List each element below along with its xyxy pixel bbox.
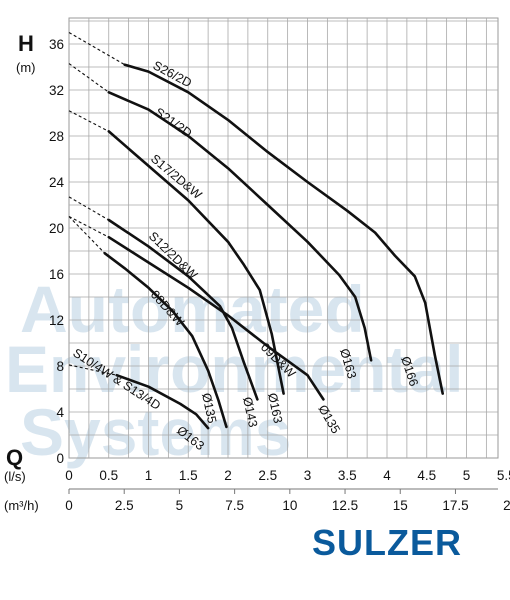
axes: 0 4 8 12 16 20 24 28 32 36 H (m) Q(l/s) 0 0.5 1 1.5 2 2.5 3… [4, 31, 510, 513]
pump-curve-3 [107, 218, 259, 401]
curve-extension-dashed-4 [68, 216, 106, 254]
y-tick-label: 12 [49, 313, 64, 328]
curve-extension-dashed-2 [68, 110, 110, 132]
x-tick-label: 3.5 [338, 468, 357, 483]
y-tick-label: 0 [56, 451, 64, 466]
pump-curve-1 [107, 91, 373, 362]
x-tick-label: 4 [383, 468, 391, 483]
pump-curves [68, 32, 444, 430]
y-tick-label: 28 [49, 129, 64, 144]
x-tick-label: 0 [65, 468, 73, 483]
x-tick-label: 1 [145, 468, 153, 483]
secondary-x-tick-label: 0 [65, 498, 73, 513]
pump-curve-4 [103, 252, 228, 429]
x-tick-label: 1.5 [179, 468, 198, 483]
y-tick-label: 24 [49, 175, 65, 190]
x-tick-label: 4.5 [417, 468, 436, 483]
x-tick-label: 0.5 [99, 468, 118, 483]
secondary-x-tick-label: 15 [393, 498, 408, 513]
y-axis-unit: (m) [16, 60, 36, 75]
curve-extension-dashed-3 [68, 196, 110, 221]
x-axis-name: Q [6, 445, 23, 470]
x-tick-label: 3 [304, 468, 312, 483]
secondary-x-tick-label: 10 [282, 498, 297, 513]
pump-curve-0 [123, 63, 444, 395]
sulzer-logo: SULZER [312, 522, 462, 563]
x-tick-label: 5.5 [497, 468, 510, 483]
secondary-x-tick-label: 7.5 [225, 498, 244, 513]
curve-extension-dashed-1 [68, 63, 110, 93]
impeller-diameter-label: Ø135 [315, 403, 342, 437]
x-tick-label: 5 [463, 468, 471, 483]
y-axis-name: H [18, 31, 34, 56]
y-tick-label: 4 [56, 405, 64, 420]
secondary-x-tick-label: 20 [503, 498, 510, 513]
y-tick-label: 36 [49, 37, 64, 52]
x-tick-label: 2 [224, 468, 232, 483]
x-axis-unit: (l/s) [4, 469, 26, 484]
watermark-text: Systems [20, 395, 292, 469]
curve-extension-dashed-6 [68, 364, 117, 376]
secondary-x-tick-label: 2.5 [115, 498, 134, 513]
secondary-x-tick-label: 17.5 [442, 498, 468, 513]
plot-frame [68, 17, 499, 459]
y-tick-label: 16 [49, 267, 64, 282]
y-tick-label: 20 [49, 221, 64, 236]
secondary-x-tick-label: 12.5 [332, 498, 358, 513]
pump-curve-2 [107, 130, 285, 395]
impeller-diameter-label: Ø143 [240, 396, 260, 429]
curve-extension-dashed-0 [68, 32, 125, 66]
impeller-diameter-label: Ø163 [265, 392, 285, 425]
x-tick-label: 2.5 [258, 468, 277, 483]
y-tick-label: 8 [56, 359, 64, 374]
grid [68, 17, 499, 459]
impeller-diameter-label: Ø135 [199, 392, 219, 425]
secondary-x-tick-label: 5 [176, 498, 184, 513]
pump-curve-5 [107, 235, 325, 401]
curve-extension-dashed-5 [68, 216, 110, 238]
y-tick-label: 32 [49, 83, 64, 98]
pump-curve-6 [115, 373, 210, 430]
secondary-x-axis-unit: (m³/h) [4, 498, 39, 513]
